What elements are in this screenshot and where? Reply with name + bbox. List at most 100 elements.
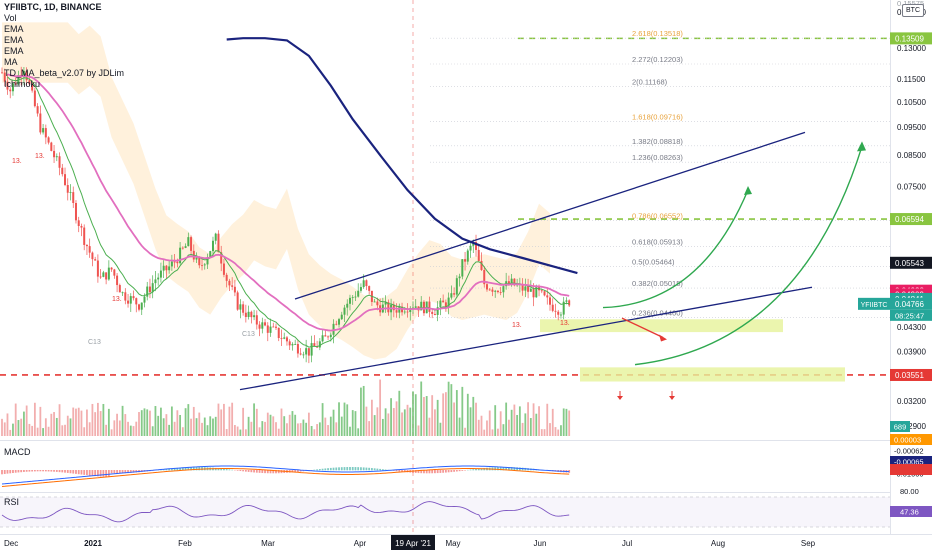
candle[interactable] [467, 251, 469, 262]
macd-histogram-bar[interactable] [357, 467, 359, 470]
volume-bar[interactable] [560, 425, 562, 436]
macd-histogram-bar[interactable] [259, 470, 261, 473]
candle[interactable] [97, 261, 99, 277]
volume-bar[interactable] [231, 403, 233, 436]
candle[interactable] [404, 312, 406, 313]
macd-histogram-bar[interactable] [18, 470, 20, 472]
macd-histogram-bar[interactable] [12, 470, 14, 473]
macd-histogram-bar[interactable] [442, 470, 444, 473]
macd-histogram-bar[interactable] [45, 470, 47, 471]
macd-histogram-bar[interactable] [472, 469, 474, 470]
volume-bar[interactable] [176, 410, 178, 436]
macd-histogram-bar[interactable] [437, 470, 439, 473]
macd-histogram-bar[interactable] [374, 468, 376, 470]
volume-bar[interactable] [29, 424, 31, 436]
volume-bar[interactable] [472, 397, 474, 436]
candle[interactable] [341, 315, 343, 319]
volume-bar[interactable] [53, 412, 55, 436]
candle[interactable] [363, 280, 365, 287]
candle[interactable] [431, 312, 433, 314]
candle[interactable] [127, 301, 129, 304]
macd-histogram-bar[interactable] [229, 469, 231, 470]
volume-bar[interactable] [431, 395, 433, 436]
candle[interactable] [278, 328, 280, 338]
volume-bar[interactable] [533, 403, 535, 436]
volume-bar[interactable] [333, 410, 335, 436]
macd-histogram-bar[interactable] [23, 470, 25, 472]
candle[interactable] [453, 293, 455, 294]
volume-bar[interactable] [256, 409, 258, 436]
volume-bar[interactable] [89, 422, 91, 436]
candle[interactable] [226, 275, 228, 281]
volume-bar[interactable] [34, 403, 36, 436]
macd-histogram-bar[interactable] [448, 470, 450, 472]
volume-bar[interactable] [138, 412, 140, 436]
macd-histogram-bar[interactable] [56, 470, 58, 472]
volume-bar[interactable] [464, 428, 466, 436]
volume-bar[interactable] [97, 403, 99, 436]
volume-bar[interactable] [264, 422, 266, 436]
volume-bar[interactable] [557, 430, 559, 436]
candle[interactable] [217, 234, 219, 253]
volume-bar[interactable] [226, 429, 228, 436]
candle[interactable] [486, 284, 488, 289]
candle[interactable] [494, 291, 496, 292]
volume-bar[interactable] [390, 398, 392, 436]
macd-histogram-bar[interactable] [333, 468, 335, 471]
volume-bar[interactable] [407, 405, 409, 436]
candle[interactable] [78, 220, 80, 226]
volume-bar[interactable] [45, 418, 47, 436]
candle[interactable] [439, 301, 441, 308]
volume-bar[interactable] [335, 422, 337, 436]
macd-histogram-bar[interactable] [261, 470, 263, 473]
volume-bar[interactable] [113, 420, 115, 436]
macd-pane[interactable] [0, 440, 890, 492]
volume-bar[interactable] [511, 410, 513, 436]
candle[interactable] [256, 315, 258, 324]
candle[interactable] [94, 259, 96, 260]
candle[interactable] [100, 277, 102, 278]
macd-histogram-bar[interactable] [440, 470, 442, 473]
candle[interactable] [105, 272, 107, 279]
candle[interactable] [185, 246, 187, 248]
macd-histogram-bar[interactable] [346, 467, 348, 470]
candle[interactable] [552, 305, 554, 311]
candle[interactable] [248, 312, 250, 317]
volume-bar[interactable] [330, 417, 332, 436]
volume-bar[interactable] [530, 418, 532, 436]
macd-histogram-bar[interactable] [34, 470, 36, 471]
volume-bar[interactable] [448, 382, 450, 436]
volume-bar[interactable] [56, 418, 58, 436]
target-zone-upper[interactable] [540, 319, 783, 332]
volume-bar[interactable] [283, 416, 285, 436]
macd-histogram-bar[interactable] [431, 470, 433, 473]
volume-bar[interactable] [48, 427, 50, 436]
volume-bar[interactable] [259, 427, 261, 436]
macd-histogram-bar[interactable] [237, 470, 239, 471]
macd-histogram-bar[interactable] [86, 470, 88, 475]
volume-bar[interactable] [209, 416, 211, 436]
volume-bar[interactable] [420, 382, 422, 436]
volume-bar[interactable] [108, 409, 110, 436]
volume-bar[interactable] [135, 422, 137, 436]
volume-bar[interactable] [155, 406, 157, 436]
candle[interactable] [407, 312, 409, 313]
candle[interactable] [327, 336, 329, 337]
macd-histogram-bar[interactable] [48, 470, 50, 471]
volume-bar[interactable] [563, 408, 565, 436]
macd-histogram-bar[interactable] [31, 470, 33, 471]
macd-histogram-bar[interactable] [429, 470, 431, 473]
candle[interactable] [470, 246, 472, 251]
volume-bar[interactable] [275, 422, 277, 436]
macd-histogram-bar[interactable] [29, 470, 31, 472]
candle[interactable] [297, 344, 299, 353]
volume-bar[interactable] [168, 425, 170, 436]
candle[interactable] [80, 226, 82, 228]
volume-bar[interactable] [166, 414, 168, 436]
volume-bar[interactable] [294, 415, 296, 436]
candle[interactable] [497, 291, 499, 292]
legend-indicator[interactable]: TD_MA_beta_v2.07 by JDLim [4, 68, 124, 79]
candle[interactable] [423, 302, 425, 313]
volume-bar[interactable] [193, 407, 195, 436]
